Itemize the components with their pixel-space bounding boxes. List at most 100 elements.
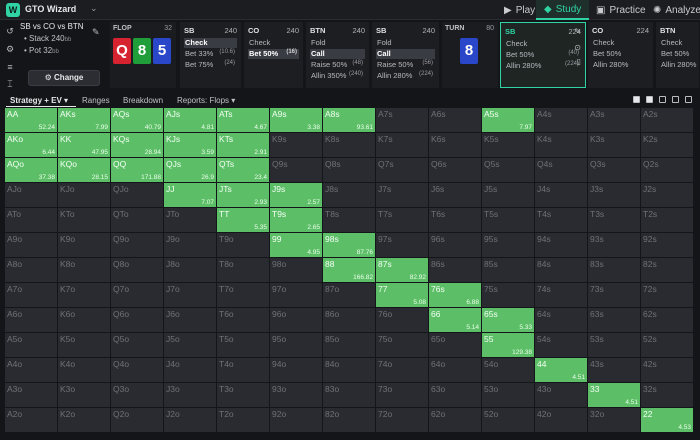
hand-cell[interactable]: A2s [641, 108, 694, 133]
hand-cell[interactable]: T4o [217, 358, 270, 383]
edit-pencil-icon[interactable]: ✎ [92, 27, 100, 37]
hand-cell[interactable]: 96o [270, 308, 323, 333]
hand-cell[interactable]: J6s [429, 183, 482, 208]
hand-cell[interactable]: 83s [588, 258, 641, 283]
hand-cell[interactable]: T9o [217, 233, 270, 258]
settings-icon[interactable]: ⚙ [5, 44, 15, 54]
hand-cell[interactable]: KTo [58, 208, 111, 233]
hand-cell[interactable]: 62o [429, 408, 482, 433]
hand-cell[interactable]: Q3o [111, 383, 164, 408]
nav-play[interactable]: ▶ Play [496, 0, 543, 20]
action-option[interactable]: Allin 350% (240) [310, 71, 365, 81]
hand-cell[interactable]: K7s [376, 133, 429, 158]
hand-cell[interactable]: T7s [376, 208, 429, 233]
hand-cell[interactable]: K2o [58, 408, 111, 433]
hand-cell[interactable]: 77 5.08 [376, 283, 429, 308]
hand-cell[interactable]: 63o [429, 383, 482, 408]
tab-strategy-ev[interactable]: Strategy + EV ▾ [10, 96, 68, 105]
hand-cell[interactable]: 82s [641, 258, 694, 283]
hand-cell[interactable]: 86o [323, 308, 376, 333]
nav-study[interactable]: ◆ Study [536, 0, 590, 20]
action-option[interactable]: Fold [376, 38, 435, 48]
hand-cell[interactable]: 86s [429, 258, 482, 283]
hand-cell[interactable]: KJo [58, 183, 111, 208]
hand-cell[interactable]: A9o [5, 233, 58, 258]
hand-cell[interactable]: 64s [535, 308, 588, 333]
app-title[interactable]: GTO Wizard [25, 4, 77, 14]
hand-cell[interactable]: AJo [5, 183, 58, 208]
hand-cell[interactable]: Q8s [323, 158, 376, 183]
hand-cell[interactable]: 53s [588, 333, 641, 358]
action-panel-sb[interactable]: SB 240 Check Bet 33% (10.6) Bet 75% (24) [180, 22, 242, 88]
hand-cell[interactable]: T5o [217, 333, 270, 358]
action-option[interactable]: Bet 50% (16) [248, 49, 299, 59]
action-option[interactable]: Check [592, 38, 649, 48]
view-circle-icon[interactable] [633, 96, 640, 103]
action-option[interactable]: Bet 75% (24) [184, 60, 237, 70]
flop-panel[interactable]: FLOP 32 Q 8 5 [110, 22, 176, 88]
hand-cell[interactable]: 32o [588, 408, 641, 433]
book-icon[interactable]: ▯ [576, 57, 581, 66]
action-option[interactable]: Raise 50% (56) [376, 60, 435, 70]
hand-cell[interactable]: J7o [164, 283, 217, 308]
action-option[interactable]: Call [376, 49, 435, 59]
hand-cell[interactable]: 92o [270, 408, 323, 433]
tab-reports[interactable]: Reports: Flops ▾ [177, 96, 235, 105]
hand-cell[interactable]: 55 129.38 [482, 333, 535, 358]
hand-cell[interactable]: 95o [270, 333, 323, 358]
action-option[interactable]: Call [310, 49, 365, 59]
hand-cell[interactable]: 54o [482, 358, 535, 383]
hand-cell[interactable]: A2o [5, 408, 58, 433]
hand-cell[interactable]: K5o [58, 333, 111, 358]
hand-cell[interactable]: KTs 2.91 [217, 133, 270, 158]
hand-cell[interactable]: 72s [641, 283, 694, 308]
hand-cell[interactable]: J7s [376, 183, 429, 208]
hand-cell[interactable]: QJs 26.9 [164, 158, 217, 183]
hand-cell[interactable]: 95s [482, 233, 535, 258]
hand-cell[interactable]: 33 4.51 [588, 383, 641, 408]
hand-cell[interactable]: 44 4.51 [535, 358, 588, 383]
gto-wizard-logo-icon[interactable]: W [6, 3, 20, 17]
hand-cell[interactable]: 87o [323, 283, 376, 308]
hand-cell[interactable]: 42s [641, 358, 694, 383]
hand-cell[interactable]: Q7s [376, 158, 429, 183]
hand-cell[interactable]: KQs 28.94 [111, 133, 164, 158]
hand-cell[interactable]: T8o [217, 258, 270, 283]
hand-cell[interactable]: 84s [535, 258, 588, 283]
hand-cell[interactable]: A5o [5, 333, 58, 358]
text-cursor-icon[interactable]: ⌶ [7, 79, 13, 89]
hand-cell[interactable]: A3o [5, 383, 58, 408]
hand-cell[interactable]: K7o [58, 283, 111, 308]
hand-cell[interactable]: Q6o [111, 308, 164, 333]
hand-cell[interactable]: J9s 2.57 [270, 183, 323, 208]
hand-cell[interactable]: J4s [535, 183, 588, 208]
hand-cell[interactable]: 66 5.14 [429, 308, 482, 333]
hand-cell[interactable]: A6s [429, 108, 482, 133]
hand-cell[interactable]: 94s [535, 233, 588, 258]
hand-cell[interactable]: T3o [217, 383, 270, 408]
hand-cell[interactable]: 96s [429, 233, 482, 258]
hand-cell[interactable]: 43o [535, 383, 588, 408]
hand-cell[interactable]: K9o [58, 233, 111, 258]
hand-cell[interactable]: AA 52.24 [5, 108, 58, 133]
hand-cell[interactable]: A4o [5, 358, 58, 383]
hand-cell[interactable]: A3s [588, 108, 641, 133]
action-option[interactable]: Allin 280% [660, 60, 696, 70]
hand-cell[interactable]: A9s 3.38 [270, 108, 323, 133]
hand-cell[interactable]: 74o [376, 358, 429, 383]
hand-cell[interactable]: K8o [58, 258, 111, 283]
hand-cell[interactable]: 97o [270, 283, 323, 308]
view-square-icon[interactable] [646, 96, 653, 103]
hand-cell[interactable]: Q4o [111, 358, 164, 383]
hand-cell[interactable]: 85s [482, 258, 535, 283]
hand-cell[interactable]: 74s [535, 283, 588, 308]
action-panel-btn[interactable]: BTN Check Bet 50% Allin 280% [656, 22, 700, 88]
hand-cell[interactable]: K6s [429, 133, 482, 158]
hand-cell[interactable]: J5o [164, 333, 217, 358]
hand-cell[interactable]: AQo 37.38 [5, 158, 58, 183]
hand-cell[interactable]: K3o [58, 383, 111, 408]
hand-cell[interactable]: 83o [323, 383, 376, 408]
chevron-down-icon[interactable]: ⌄ [90, 3, 98, 13]
hand-cell[interactable]: T2o [217, 408, 270, 433]
hand-cell[interactable]: 52s [641, 333, 694, 358]
